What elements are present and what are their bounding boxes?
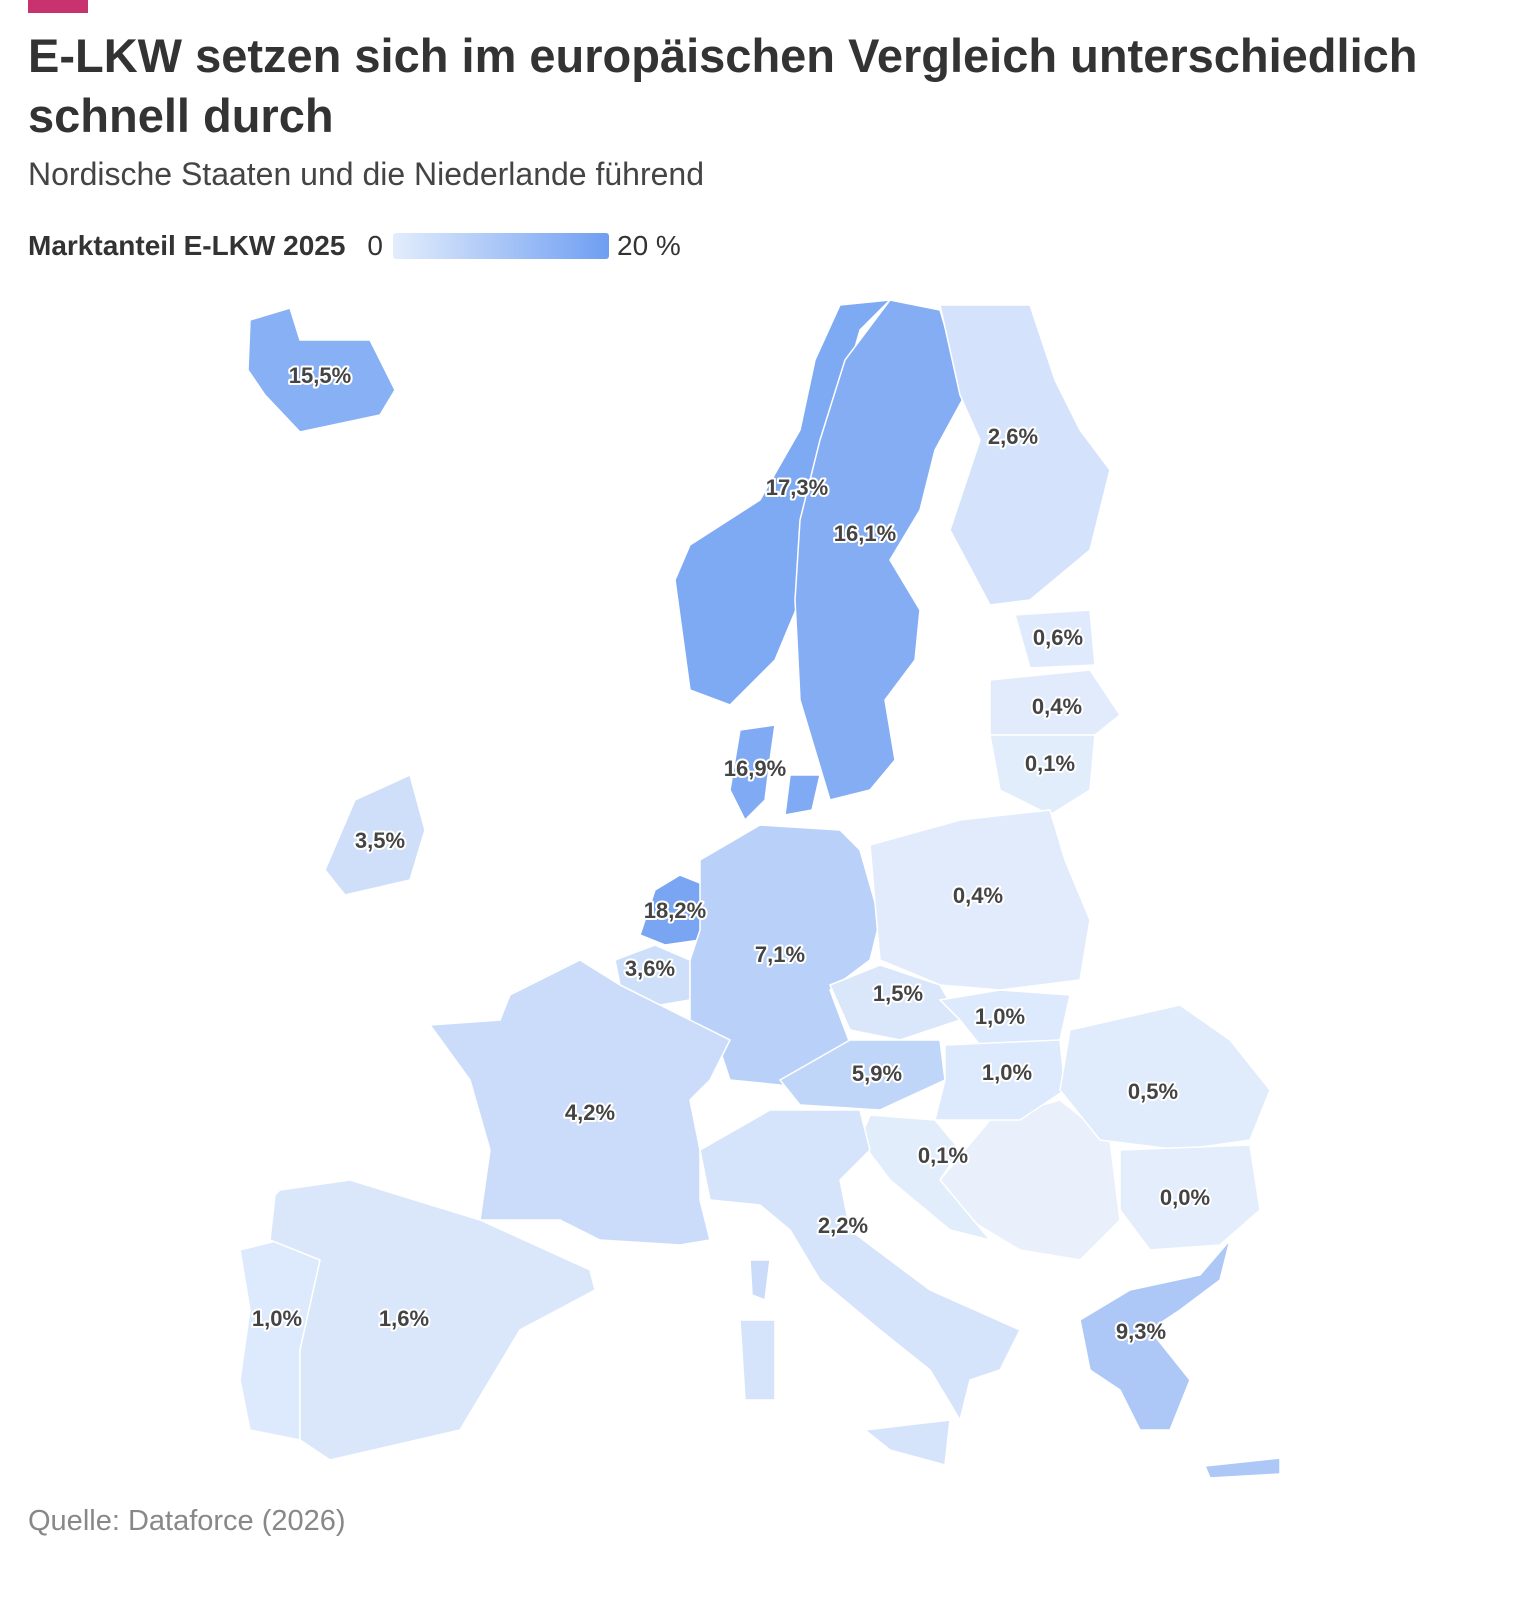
source: Quelle: Dataforce (2026) — [28, 1505, 346, 1537]
legend-max-label: 20 % — [617, 230, 681, 261]
value-label: 2,6% — [988, 424, 1038, 449]
value-label: 0,6% — [1033, 625, 1083, 650]
value-label: 3,5% — [355, 828, 405, 853]
value-label: 0,1% — [918, 1143, 968, 1168]
region — [934, 1039, 1066, 1121]
value-label: 0,4% — [1032, 694, 1082, 719]
region — [989, 669, 1122, 736]
value-label: 16,9% — [724, 756, 786, 781]
value-label: 18,2% — [644, 898, 706, 923]
value-label: 9,3% — [1116, 1319, 1166, 1344]
region — [269, 1179, 596, 1461]
region — [1079, 1239, 1281, 1479]
region — [1119, 1144, 1261, 1251]
value-label: 0,5% — [1128, 1079, 1178, 1104]
value-label: 1,0% — [252, 1306, 302, 1331]
region — [1059, 1004, 1271, 1151]
value-label: 3,6% — [625, 956, 675, 981]
value-label: 1,6% — [379, 1306, 429, 1331]
value-label: 17,3% — [766, 475, 828, 500]
chart-title: E-LKW setzen sich im europäischen Vergle… — [28, 29, 1418, 142]
region — [428, 959, 771, 1302]
region — [699, 1109, 1022, 1466]
value-label: 2,2% — [818, 1213, 868, 1238]
value-label: 5,9% — [852, 1061, 902, 1086]
region — [859, 1114, 993, 1242]
region — [939, 304, 1111, 606]
region — [729, 724, 821, 822]
value-label: 1,5% — [873, 981, 923, 1006]
region — [1014, 609, 1096, 669]
region — [989, 734, 1096, 816]
legend-title: Marktanteil E-LKW 2025 — [28, 230, 346, 261]
accent-bar — [28, 0, 88, 13]
value-label: 0,4% — [953, 883, 1003, 908]
region — [869, 809, 1091, 991]
value-label: 1,0% — [975, 1004, 1025, 1029]
value-label: 0,0% — [1160, 1185, 1210, 1210]
value-label: 7,1% — [755, 942, 805, 967]
value-label: 16,1% — [834, 521, 896, 546]
legend-min-label: 0 — [367, 230, 383, 261]
region — [324, 773, 426, 896]
value-label: 15,5% — [289, 363, 351, 388]
legend-gradient — [393, 233, 609, 259]
legend: Marktanteil E-LKW 2025 0 20 % — [28, 228, 681, 264]
value-label: 0,1% — [1025, 751, 1075, 776]
map: 15,5% 17,3%16,1% 2,6% 0,6% 0,4% 0,1% 16,9% 3,5%… — [239, 299, 1281, 1479]
value-label: 4,2% — [565, 1100, 615, 1125]
region — [247, 307, 396, 433]
region — [794, 299, 966, 801]
chart-subtitle: Nordische Staaten und die Niederlande fü… — [28, 156, 705, 192]
value-label: 1,0% — [982, 1060, 1032, 1085]
